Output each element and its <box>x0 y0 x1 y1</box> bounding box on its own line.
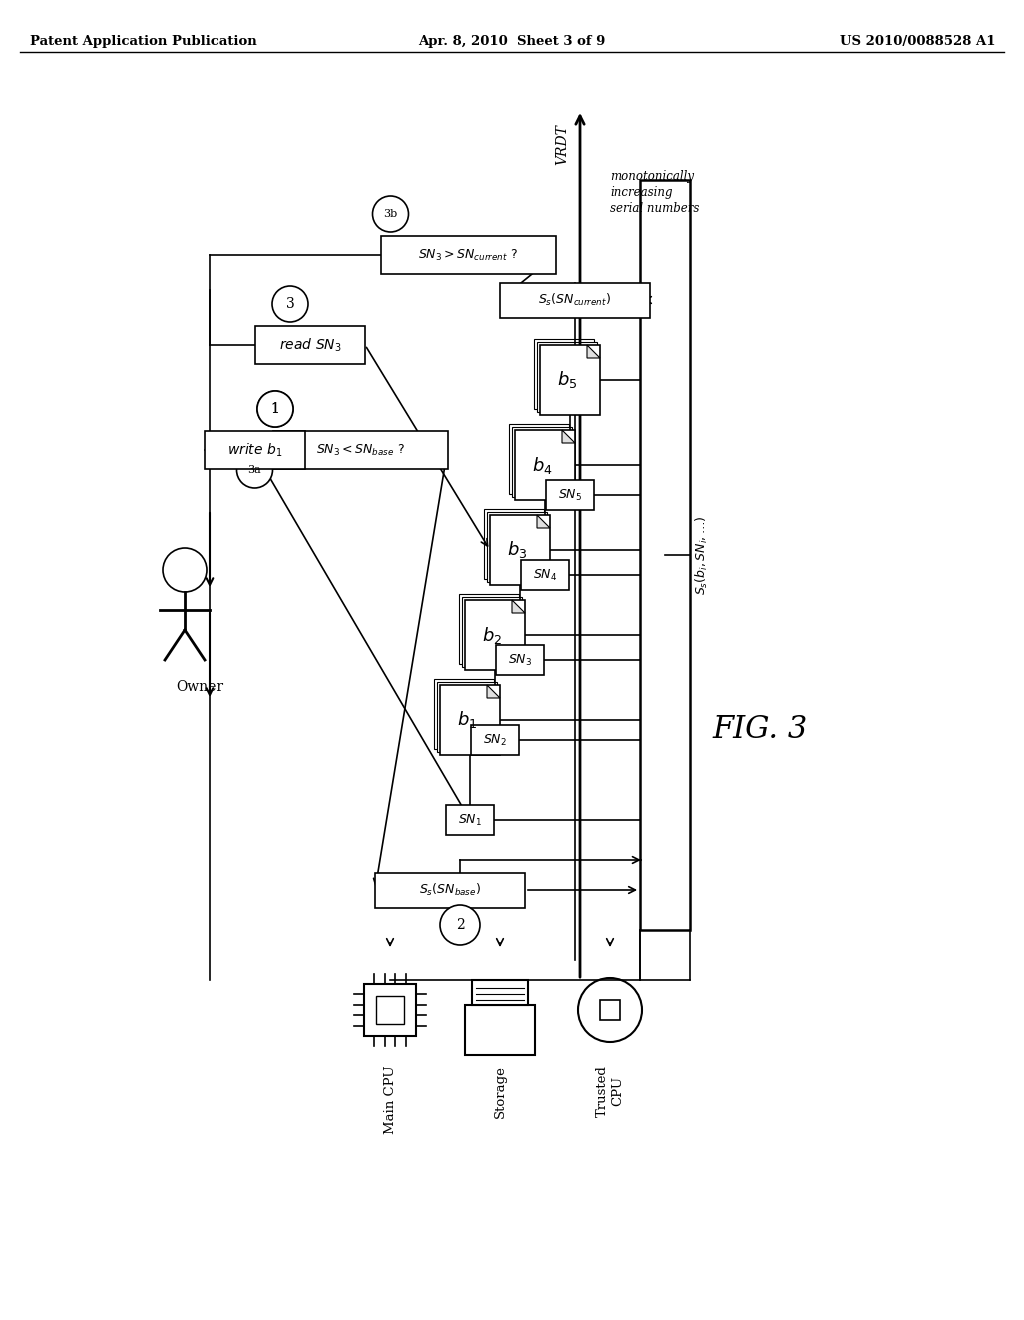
Text: $SN_{1}$: $SN_{1}$ <box>458 812 482 828</box>
Bar <box>255 326 365 364</box>
Circle shape <box>163 548 207 591</box>
Text: Main CPU: Main CPU <box>384 1065 396 1134</box>
Bar <box>487 512 547 582</box>
Bar <box>375 873 525 908</box>
Circle shape <box>257 391 293 426</box>
Bar <box>272 432 447 469</box>
Text: $SN_{2}$: $SN_{2}$ <box>483 733 507 747</box>
Bar <box>515 430 575 500</box>
Polygon shape <box>562 430 575 444</box>
Text: $SN_{4}$: $SN_{4}$ <box>532 568 557 582</box>
Bar <box>490 515 550 585</box>
Bar <box>537 342 597 412</box>
Bar <box>434 678 494 748</box>
Bar <box>205 432 305 469</box>
Bar <box>471 725 519 755</box>
Polygon shape <box>537 515 550 528</box>
Bar <box>500 282 650 318</box>
Circle shape <box>237 451 272 488</box>
Bar <box>364 983 416 1036</box>
Bar <box>512 426 572 498</box>
Text: $SN_3 < SN_{base}\ ?$: $SN_3 < SN_{base}\ ?$ <box>315 442 404 458</box>
Text: US 2010/0088528 A1: US 2010/0088528 A1 <box>840 36 995 48</box>
Text: $b_{2}$: $b_{2}$ <box>482 624 502 645</box>
Text: Trusted
CPU: Trusted CPU <box>596 1065 624 1117</box>
Bar <box>440 685 500 755</box>
Text: Apr. 8, 2010  Sheet 3 of 9: Apr. 8, 2010 Sheet 3 of 9 <box>419 36 605 48</box>
Text: 3b: 3b <box>383 209 397 219</box>
Bar <box>534 339 594 409</box>
Bar <box>546 480 594 510</box>
Text: $b_{4}$: $b_{4}$ <box>531 454 552 475</box>
Bar <box>484 510 544 579</box>
Circle shape <box>257 391 293 426</box>
Text: $S_s(SN_{current})$: $S_s(SN_{current})$ <box>539 292 611 308</box>
Polygon shape <box>587 345 600 358</box>
Bar <box>437 682 497 752</box>
Text: 1: 1 <box>270 403 280 416</box>
Text: $S_s(SN_{base})$: $S_s(SN_{base})$ <box>419 882 481 898</box>
Text: 2: 2 <box>456 917 464 932</box>
Text: Storage: Storage <box>494 1065 507 1118</box>
Text: Patent Application Publication: Patent Application Publication <box>30 36 257 48</box>
Bar <box>459 594 519 664</box>
Text: $write\ b_1$: $write\ b_1$ <box>227 441 283 459</box>
Text: $S_s(b_i, SN_i, \ldots)$: $S_s(b_i, SN_i, \ldots)$ <box>694 515 710 595</box>
Text: $SN_{5}$: $SN_{5}$ <box>558 487 582 503</box>
Text: VRDT: VRDT <box>555 124 569 165</box>
Text: $SN_{3}$: $SN_{3}$ <box>508 652 532 668</box>
Text: 3a: 3a <box>248 465 261 475</box>
Circle shape <box>578 978 642 1041</box>
Text: $b_{3}$: $b_{3}$ <box>507 540 527 561</box>
Bar <box>521 560 569 590</box>
Text: 1: 1 <box>270 403 280 416</box>
Bar <box>640 180 690 931</box>
Text: $SN_3 > SN_{current}\ ?$: $SN_3 > SN_{current}\ ?$ <box>418 247 518 263</box>
Bar <box>540 345 600 414</box>
Text: 3: 3 <box>286 297 294 312</box>
Circle shape <box>272 286 308 322</box>
Bar <box>496 645 544 675</box>
Bar <box>465 1005 535 1055</box>
Bar <box>600 999 621 1020</box>
Bar <box>381 236 555 275</box>
Bar <box>446 805 494 836</box>
Text: FIG. 3: FIG. 3 <box>713 714 808 746</box>
Polygon shape <box>512 601 525 612</box>
Text: monotonically
increasing
serial numbers: monotonically increasing serial numbers <box>610 170 699 215</box>
Bar <box>472 979 528 1005</box>
Text: $b_{5}$: $b_{5}$ <box>557 370 578 391</box>
Bar <box>376 995 404 1024</box>
Bar <box>465 601 525 671</box>
Bar <box>462 597 522 667</box>
Text: $b_{1}$: $b_{1}$ <box>457 710 477 730</box>
Text: Owner: Owner <box>176 680 223 694</box>
Text: $read\ SN_3$: $read\ SN_3$ <box>279 337 341 354</box>
Bar <box>509 424 569 494</box>
Polygon shape <box>487 685 500 698</box>
Circle shape <box>440 906 480 945</box>
Circle shape <box>373 195 409 232</box>
